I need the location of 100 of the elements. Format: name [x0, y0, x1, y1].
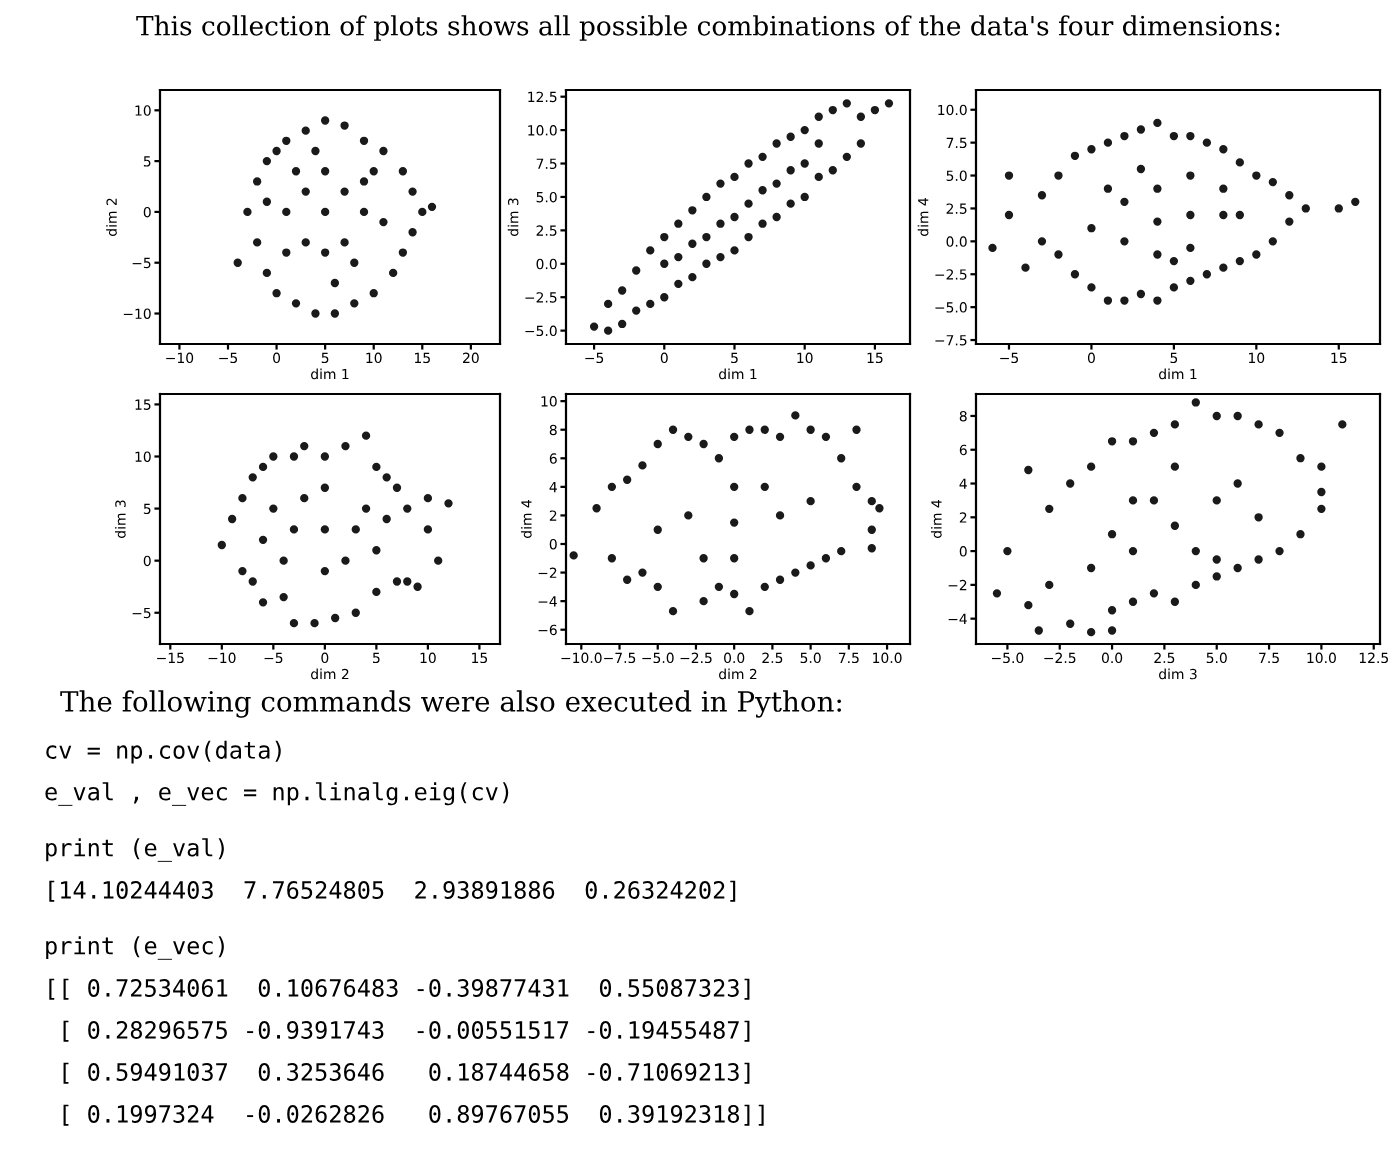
point — [1191, 398, 1200, 407]
point — [772, 139, 781, 148]
point — [842, 99, 851, 108]
point — [806, 496, 815, 506]
point — [1066, 619, 1075, 628]
point — [1219, 145, 1228, 154]
point — [1191, 546, 1200, 556]
point — [269, 504, 278, 513]
point — [674, 219, 683, 228]
point — [279, 592, 288, 602]
point — [744, 232, 753, 242]
point — [1149, 496, 1159, 505]
point — [372, 587, 381, 597]
point — [870, 105, 880, 115]
point — [1107, 530, 1117, 539]
point — [269, 452, 278, 461]
point — [262, 156, 272, 166]
point — [1212, 555, 1221, 564]
point — [714, 454, 724, 463]
point — [632, 266, 641, 275]
point — [1128, 597, 1138, 606]
point — [320, 566, 330, 576]
point — [856, 112, 866, 121]
point — [702, 232, 711, 242]
point — [800, 125, 809, 135]
point — [1120, 131, 1129, 141]
point — [1037, 191, 1047, 200]
point — [730, 589, 739, 599]
point — [603, 326, 613, 335]
point — [814, 112, 823, 121]
point — [660, 232, 669, 242]
point — [1086, 563, 1096, 573]
point — [258, 598, 268, 607]
point — [403, 577, 412, 586]
point — [289, 452, 299, 461]
point — [1351, 197, 1360, 207]
point — [272, 289, 281, 298]
point — [1254, 420, 1263, 429]
point — [1212, 411, 1221, 421]
point — [1153, 217, 1162, 226]
point — [1054, 171, 1063, 180]
point — [1153, 250, 1162, 259]
point — [372, 546, 381, 555]
point — [821, 432, 831, 442]
point — [638, 568, 647, 577]
point — [592, 504, 601, 513]
point — [289, 525, 299, 534]
point — [1338, 420, 1347, 429]
text: [ 0.1997324 -0.0262826 0.89767055 0.39192318]] — [63, 1104, 764, 1126]
point — [1103, 296, 1113, 305]
point — [1233, 479, 1242, 488]
point — [786, 199, 795, 208]
point — [217, 540, 226, 550]
point — [258, 462, 268, 472]
point — [1086, 628, 1096, 637]
point — [791, 411, 800, 420]
point — [688, 272, 697, 282]
point — [359, 136, 369, 145]
point — [1107, 437, 1117, 446]
point — [320, 207, 330, 217]
point — [351, 525, 360, 534]
point — [730, 432, 739, 442]
point — [238, 494, 247, 503]
point — [1034, 626, 1043, 635]
point — [646, 299, 655, 309]
point — [758, 219, 767, 228]
point — [837, 546, 846, 556]
point — [227, 514, 237, 524]
point — [272, 146, 281, 156]
point — [1191, 580, 1200, 590]
point — [258, 535, 268, 544]
point — [775, 432, 785, 442]
point — [852, 425, 861, 434]
point — [1103, 184, 1113, 193]
point — [398, 167, 408, 176]
point — [300, 441, 309, 451]
point — [1296, 530, 1305, 539]
point — [341, 441, 350, 451]
point — [359, 177, 369, 186]
point — [1170, 462, 1180, 471]
point — [282, 136, 291, 145]
point — [1233, 411, 1242, 421]
point — [262, 268, 272, 278]
point — [423, 525, 433, 534]
point — [341, 556, 350, 565]
point — [340, 238, 349, 247]
point — [884, 99, 894, 108]
point — [699, 439, 708, 449]
point — [252, 177, 262, 186]
point — [243, 207, 252, 217]
point — [800, 192, 809, 202]
point — [351, 608, 360, 617]
point — [699, 554, 708, 563]
point — [1169, 131, 1179, 141]
point — [618, 319, 627, 329]
text: [14.10244403 7.76524805 2.93891886 0.26324202] — [49, 880, 736, 902]
point — [1003, 546, 1012, 556]
point — [660, 293, 669, 302]
point — [760, 425, 769, 434]
point — [607, 482, 617, 492]
